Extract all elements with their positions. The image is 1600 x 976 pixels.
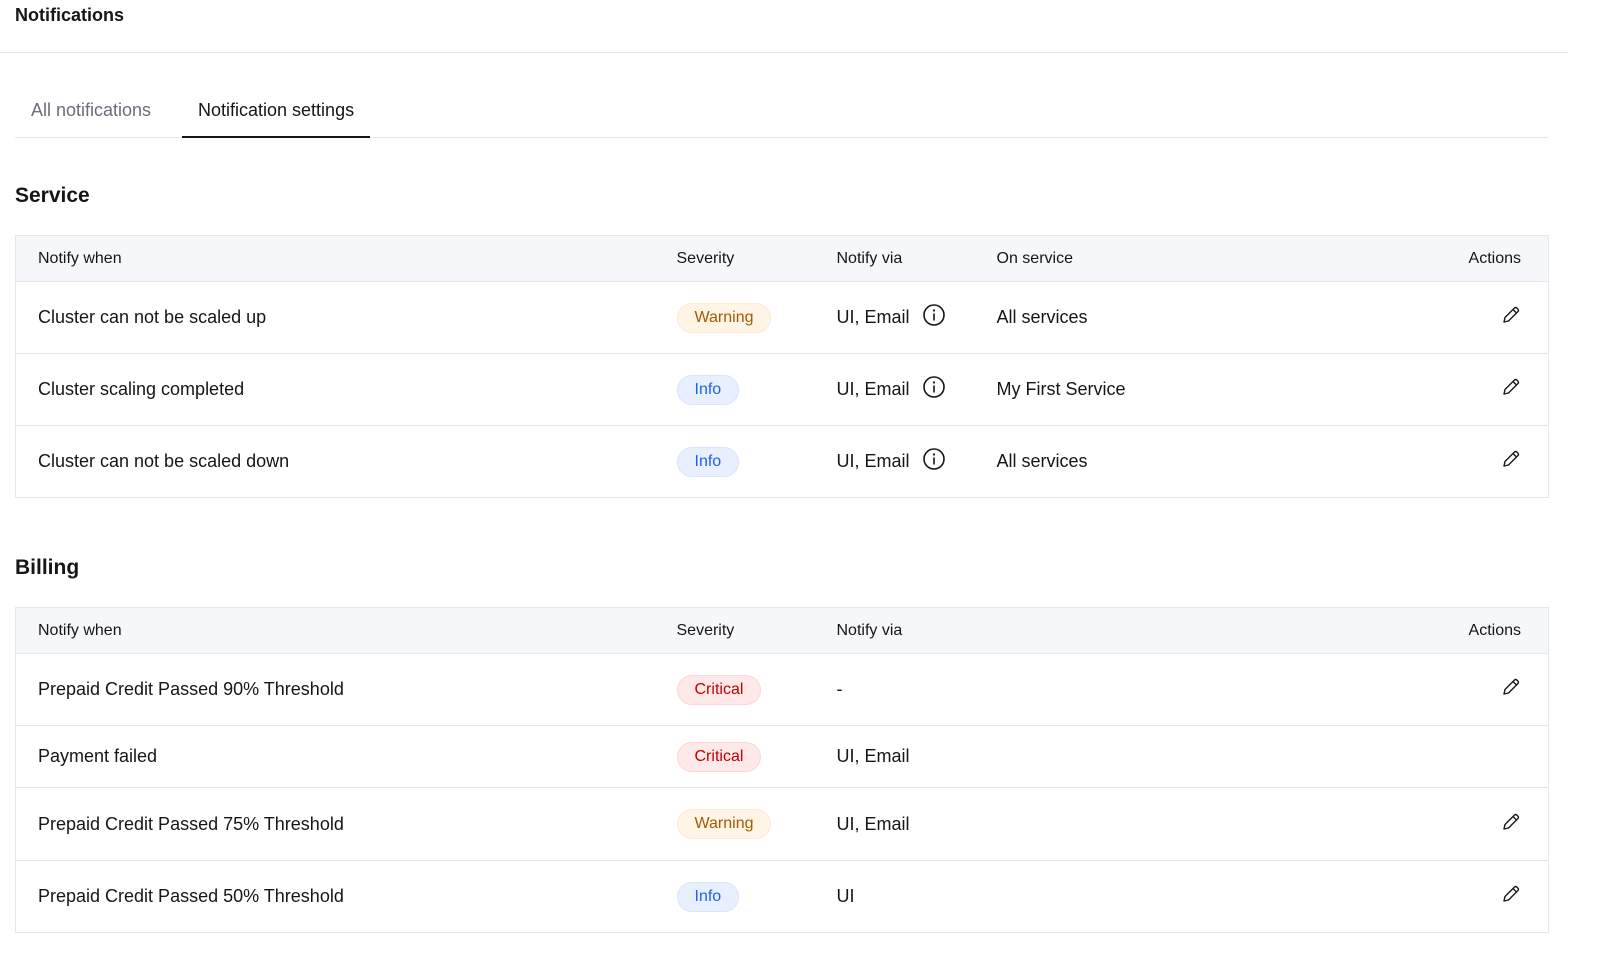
severity-badge: Critical [676,674,762,705]
notify-when: Cluster can not be scaled up [15,281,677,354]
severity-badge: Info [676,446,740,477]
severity-badge: Info [676,374,740,405]
notify-via: UI, Email [836,379,910,399]
col-actions: Actions [1337,235,1549,282]
notify-when: Prepaid Credit Passed 50% Threshold [15,860,677,933]
table-row: Cluster can not be scaled down Info UI, … [15,425,1549,498]
severity-badge: Warning [676,809,772,839]
notify-when: Cluster can not be scaled down [15,425,677,498]
notify-via: UI, Email [836,787,997,861]
notify-when: Payment failed [15,725,677,788]
col-on-service: On service [996,235,1338,282]
info-icon[interactable] [922,375,946,404]
table-row: Prepaid Credit Passed 90% Threshold Crit… [15,653,1549,726]
notify-via: UI, Email [836,451,910,471]
table-row: Prepaid Credit Passed 50% Threshold Info… [15,860,1549,933]
notify-via: UI [836,860,997,933]
edit-pencil-icon[interactable] [1501,305,1521,330]
table-row: Cluster scaling completed Info UI, Email… [15,353,1549,426]
billing-section-title: Billing [15,556,80,579]
col-notify-when: Notify when [15,235,677,282]
notify-when: Prepaid Credit Passed 90% Threshold [15,653,677,726]
col-severity: Severity [676,607,837,654]
on-service: My First Service [996,353,1338,426]
info-icon[interactable] [922,303,946,332]
severity-badge: Info [676,881,740,912]
col-notify-via: Notify via [836,235,997,282]
notify-via: - [836,653,997,726]
table-row: Payment failed Critical UI, Email [15,725,1549,788]
on-service: All services [996,281,1338,354]
col-notify-when: Notify when [15,607,677,654]
col-severity: Severity [676,235,837,282]
notify-via: UI, Email [836,725,997,788]
billing-table: Notify when Severity Notify via Actions … [15,607,1549,933]
page-title: Notifications [15,5,125,25]
severity-badge: Critical [676,741,762,772]
on-service: All services [996,425,1338,498]
notify-when: Cluster scaling completed [15,353,677,426]
edit-pencil-icon[interactable] [1501,377,1521,402]
page-header: Notifications [0,0,1568,53]
service-table: Notify when Severity Notify via On servi… [15,235,1549,498]
notify-via: UI, Email [836,307,910,327]
col-notify-via: Notify via [836,607,997,654]
tab-notification-settings[interactable]: Notification settings [182,88,371,138]
tab-bar: All notifications Notification settings [15,88,1548,138]
tab-all-notifications[interactable]: All notifications [31,100,152,120]
edit-pencil-icon[interactable] [1501,812,1521,837]
table-row: Prepaid Credit Passed 75% Threshold Warn… [15,787,1549,861]
notify-when: Prepaid Credit Passed 75% Threshold [15,787,677,861]
table-row: Cluster can not be scaled up Warning UI,… [15,281,1549,354]
severity-badge: Warning [676,302,772,333]
edit-pencil-icon[interactable] [1501,677,1521,702]
service-section-title: Service [15,184,90,207]
info-icon[interactable] [922,447,946,476]
edit-pencil-icon[interactable] [1501,449,1521,474]
edit-pencil-icon[interactable] [1501,884,1521,909]
col-actions: Actions [996,607,1549,654]
